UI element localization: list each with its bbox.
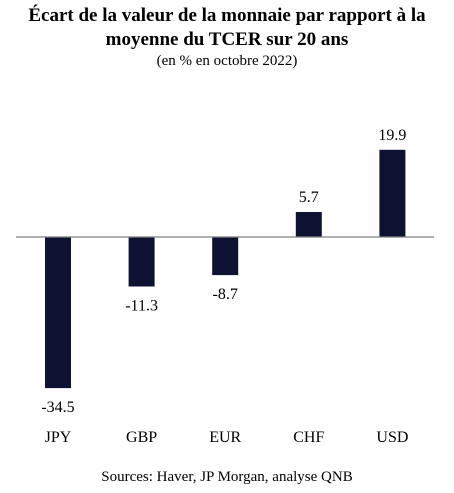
- category-label-usd: USD: [376, 429, 408, 446]
- category-labels-group: JPY GBP EUR CHF USD: [45, 429, 409, 446]
- value-labels-group: -34.5 -11.3 -8.7 5.7 19.9: [41, 127, 406, 416]
- category-label-gbp: GBP: [126, 429, 157, 446]
- category-label-eur: EUR: [209, 429, 241, 446]
- chart-title-line-1: Écart de la valeur de la monnaie par rap…: [28, 5, 426, 26]
- chart-subtitle: (en % en octobre 2022): [156, 53, 298, 69]
- bar-gbp: [128, 237, 155, 287]
- chart-title: Écart de la valeur de la monnaie par rap…: [0, 4, 454, 52]
- value-label-eur: -8.7: [213, 286, 238, 303]
- value-label-chf: 5.7: [299, 189, 319, 206]
- category-label-chf: CHF: [293, 429, 324, 446]
- source-note: Sources: Haver, JP Morgan, analyse QNB: [101, 469, 353, 485]
- bar-jpy: [45, 237, 71, 389]
- bar-eur: [212, 237, 239, 276]
- chart-title-line-2: moyenne du TCER sur 20 ans: [105, 29, 349, 50]
- bar-chf: [295, 212, 322, 237]
- category-label-jpy: JPY: [45, 429, 72, 446]
- value-label-gbp: -11.3: [125, 298, 158, 315]
- bar-usd: [379, 149, 406, 237]
- value-label-jpy: -34.5: [41, 399, 74, 416]
- value-label-usd: 19.9: [378, 127, 406, 144]
- bars-group: [45, 149, 406, 389]
